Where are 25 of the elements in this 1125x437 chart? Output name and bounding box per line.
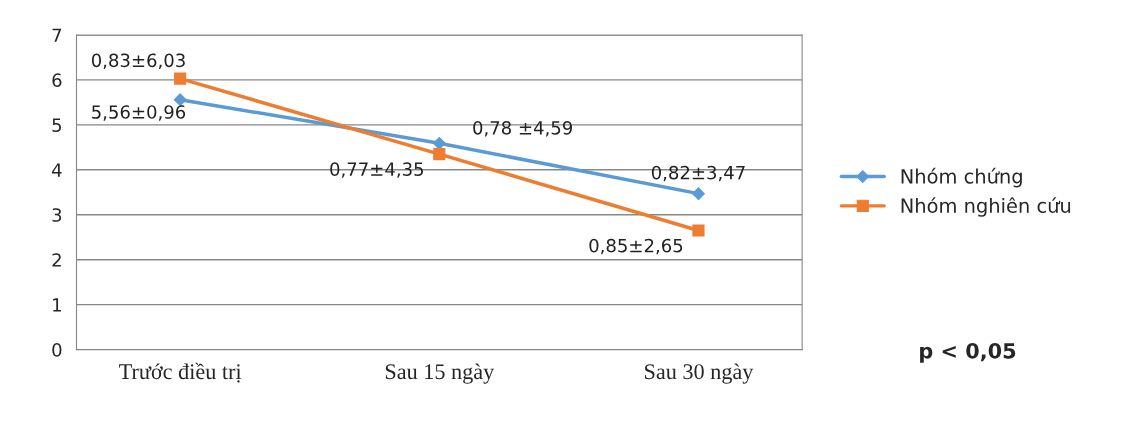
legend-label: Nhóm nghiên cứu xyxy=(901,197,1071,217)
y-tick-label: 2 xyxy=(52,253,61,267)
point xyxy=(432,136,446,150)
y-tick-label: 6 xyxy=(52,73,62,88)
y-tick-label: 3 xyxy=(52,208,62,222)
point xyxy=(174,72,187,85)
data-label: 0,77±4,35 xyxy=(330,162,423,178)
data-label: 0,83±6,03 xyxy=(91,53,185,69)
y-tick-label: 0 xyxy=(52,343,62,357)
y-tick-label: 7 xyxy=(52,28,62,42)
data-label: 0,78 ±4,59 xyxy=(473,120,573,137)
x-tick-label: Trước điều trị xyxy=(119,362,242,383)
point xyxy=(433,148,446,161)
text: p < 0,05 xyxy=(920,342,1016,363)
data-label: 5,56±0,96 xyxy=(92,105,186,121)
y-tick-label: 5 xyxy=(52,118,62,132)
y-tick-label: 1 xyxy=(53,298,61,312)
data-label: 0,82±3,47 xyxy=(651,165,745,182)
x-tick-label: Sau 15 ngày xyxy=(385,363,495,384)
point xyxy=(692,187,705,201)
point xyxy=(692,224,705,237)
y-tick-label: 4 xyxy=(52,163,62,177)
legend-label: Nhóm chứng xyxy=(901,167,1022,188)
x-tick-label: Sau 30 ngày xyxy=(645,363,754,384)
data-label: 0,85±2,65 xyxy=(589,238,683,255)
